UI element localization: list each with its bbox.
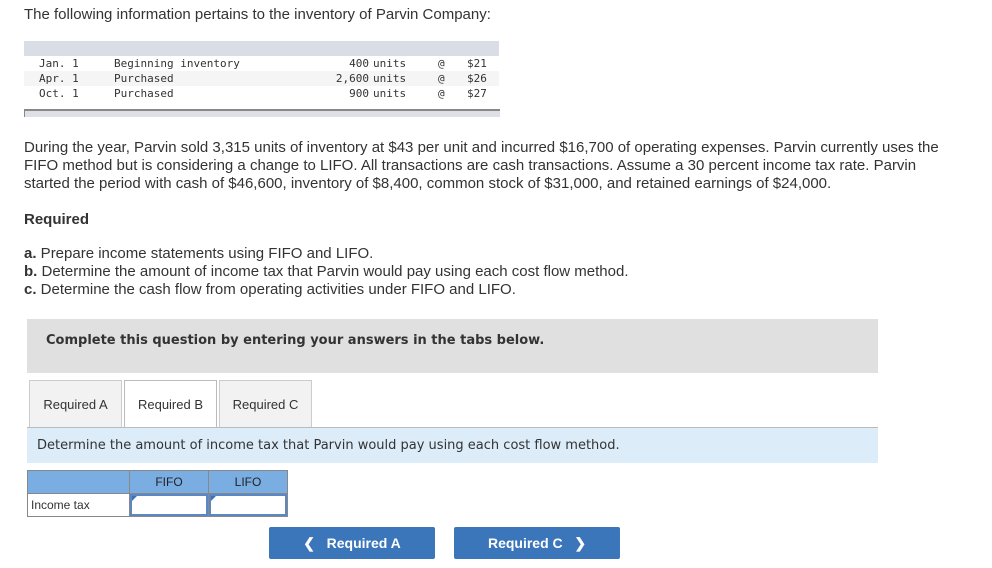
description: Purchased xyxy=(114,87,174,100)
problem-paragraph: During the year, Parvin sold 3,315 units… xyxy=(24,139,939,192)
lifo-income-tax-input[interactable] xyxy=(209,494,287,516)
tab-required-b[interactable]: Required B xyxy=(124,380,217,429)
at-sign: @ xyxy=(438,87,445,100)
unit: units xyxy=(373,57,407,70)
unit: units xyxy=(373,72,407,85)
description: Purchased xyxy=(114,72,174,85)
inventory-row: Jan. 1 Beginning inventory 400 units @ $21 xyxy=(24,56,499,71)
quantity: 400 xyxy=(349,57,369,70)
tab-required-a[interactable]: Required A xyxy=(29,380,122,428)
letter: c. xyxy=(24,281,37,298)
at-sign: @ xyxy=(438,57,445,70)
prev-required-a-button[interactable]: ❮ Required A xyxy=(269,527,435,559)
inventory-row: Oct. 1 Purchased 900 units @ $27 xyxy=(24,86,499,101)
fifo-income-tax-input[interactable] xyxy=(130,494,208,516)
letter: b. xyxy=(24,263,38,280)
text: Determine the cash flow from operating a… xyxy=(36,281,516,298)
chevron-right-icon: ❯ xyxy=(574,535,587,551)
tab-instruction: Determine the amount of income tax that … xyxy=(27,428,878,463)
instructions-banner: Complete this question by entering your … xyxy=(27,319,878,373)
text: Determine the amount of income tax that … xyxy=(37,263,629,280)
date: Oct. 1 xyxy=(39,87,79,100)
tab-divider xyxy=(27,427,878,428)
required-heading: Required xyxy=(24,211,90,228)
fifo-header: FIFO xyxy=(129,470,209,494)
quantity: 2,600 xyxy=(335,72,369,85)
requirements-list: a. Prepare income statements using FIFO … xyxy=(24,245,629,299)
unit: units xyxy=(373,87,407,100)
text: Prepare income statements using FIFO and… xyxy=(36,245,374,262)
prev-label: Required A xyxy=(326,535,401,551)
intro-text: The following information pertains to th… xyxy=(24,6,491,23)
requirement-b: b. Determine the amount of income tax th… xyxy=(24,263,629,281)
blank-header xyxy=(27,470,130,494)
lifo-header: LIFO xyxy=(208,470,288,494)
row-label: Income tax xyxy=(27,493,130,517)
next-required-c-button[interactable]: Required C ❯ xyxy=(454,527,620,559)
quantity: 900 xyxy=(349,87,369,100)
price: $26 xyxy=(467,72,487,85)
inventory-row: Apr. 1 Purchased 2,600 units @ $26 xyxy=(24,71,499,86)
date: Apr. 1 xyxy=(39,72,79,85)
income-tax-table: FIFO LIFO Income tax xyxy=(27,470,288,517)
inventory-table: Jan. 1 Beginning inventory 400 units @ $21 Ap… xyxy=(24,41,500,117)
description: Beginning inventory xyxy=(114,57,240,70)
at-sign: @ xyxy=(438,72,445,85)
requirement-c: c. Determine the cash flow from operatin… xyxy=(24,281,629,299)
next-label: Required C xyxy=(487,535,563,551)
letter: a. xyxy=(24,245,37,262)
price: $27 xyxy=(467,87,487,100)
price: $21 xyxy=(467,57,487,70)
chevron-left-icon: ❮ xyxy=(303,535,315,551)
requirement-a: a. Prepare income statements using FIFO … xyxy=(24,245,629,263)
date: Jan. 1 xyxy=(39,57,79,70)
tab-required-c[interactable]: Required C xyxy=(219,380,312,428)
